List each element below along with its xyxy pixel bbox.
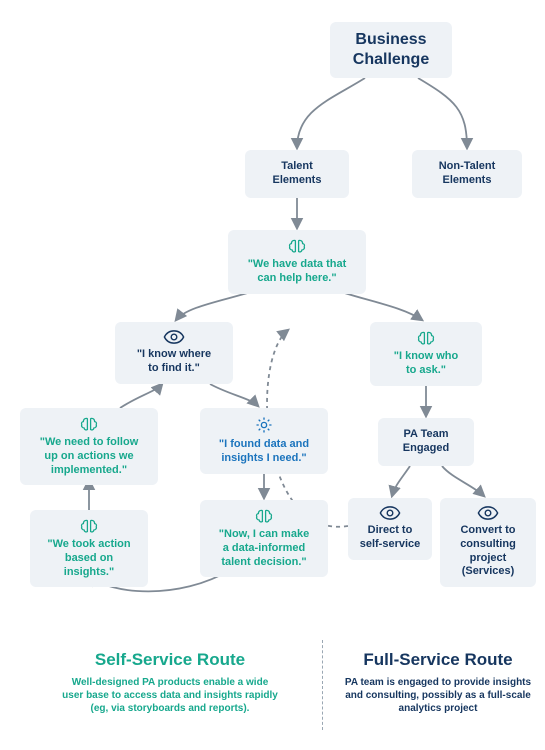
node-label: TalentElements: [273, 160, 322, 188]
node-label: Convert toconsultingproject(Services): [460, 524, 516, 579]
node-label: "We need to followup on actions weimplem…: [40, 436, 139, 477]
node-label: "We have data thatcan help here.": [248, 258, 347, 286]
pateam-to-convert: [442, 466, 484, 496]
route-full: Full-Service Route PA team is engaged to …: [338, 650, 538, 715]
route-self: Self-Service Route Well-designed PA produ…: [30, 650, 310, 715]
brain-icon: [254, 508, 274, 524]
node-label: BusinessChallenge: [353, 30, 429, 70]
node-label: Direct toself-service: [360, 524, 421, 552]
node-knowfind: "I know whereto find it.": [115, 322, 233, 384]
node-label: "I know whereto find it.": [137, 348, 211, 376]
route-divider: [322, 640, 323, 730]
node-talent: TalentElements: [245, 150, 349, 198]
eye-icon: [379, 506, 401, 520]
node-label: "Now, I can makea data-informedtalent de…: [219, 528, 309, 569]
node-havedata: "We have data thatcan help here.": [228, 230, 366, 294]
node-knowask: "I know whoto ask.": [370, 322, 482, 386]
node-followup: "We need to followup on actions weimplem…: [20, 408, 158, 485]
pateam-to-direct: [392, 466, 410, 496]
knowfind-to-founddata: [210, 384, 258, 406]
business-to-nontalent: [418, 78, 467, 148]
node-direct: Direct toself-service: [348, 498, 432, 560]
node-label: "I know whoto ask.": [394, 350, 459, 378]
brain-icon: [287, 238, 307, 254]
followup-to-knowfind: [120, 384, 162, 408]
route-title: Full-Service Route: [338, 650, 538, 670]
node-founddata: "I found data andinsights I need.": [200, 408, 328, 474]
node-nontalent: Non-TalentElements: [412, 150, 522, 198]
route-desc: PA team is engaged to provide insightsan…: [338, 676, 538, 715]
eye-icon: [477, 506, 499, 520]
route-desc: Well-designed PA products enable a wideu…: [30, 676, 310, 715]
business-to-talent: [297, 78, 365, 148]
node-business: BusinessChallenge: [330, 22, 452, 78]
node-label: PA TeamEngaged: [403, 428, 449, 456]
node-label: Non-TalentElements: [439, 160, 496, 188]
node-tookaction: "We took actionbased on insights.": [30, 510, 148, 587]
gear-icon: [255, 416, 273, 434]
brain-icon: [79, 416, 99, 432]
brain-icon: [79, 518, 99, 534]
node-convert: Convert toconsultingproject(Services): [440, 498, 536, 587]
node-label: "We took actionbased on insights.": [40, 538, 138, 579]
node-pateam: PA TeamEngaged: [378, 418, 474, 466]
route-title: Self-Service Route: [30, 650, 310, 670]
node-label: "I found data andinsights I need.": [219, 438, 309, 466]
brain-icon: [416, 330, 436, 346]
eye-icon: [163, 330, 185, 344]
node-decision: "Now, I can makea data-informedtalent de…: [200, 500, 328, 577]
